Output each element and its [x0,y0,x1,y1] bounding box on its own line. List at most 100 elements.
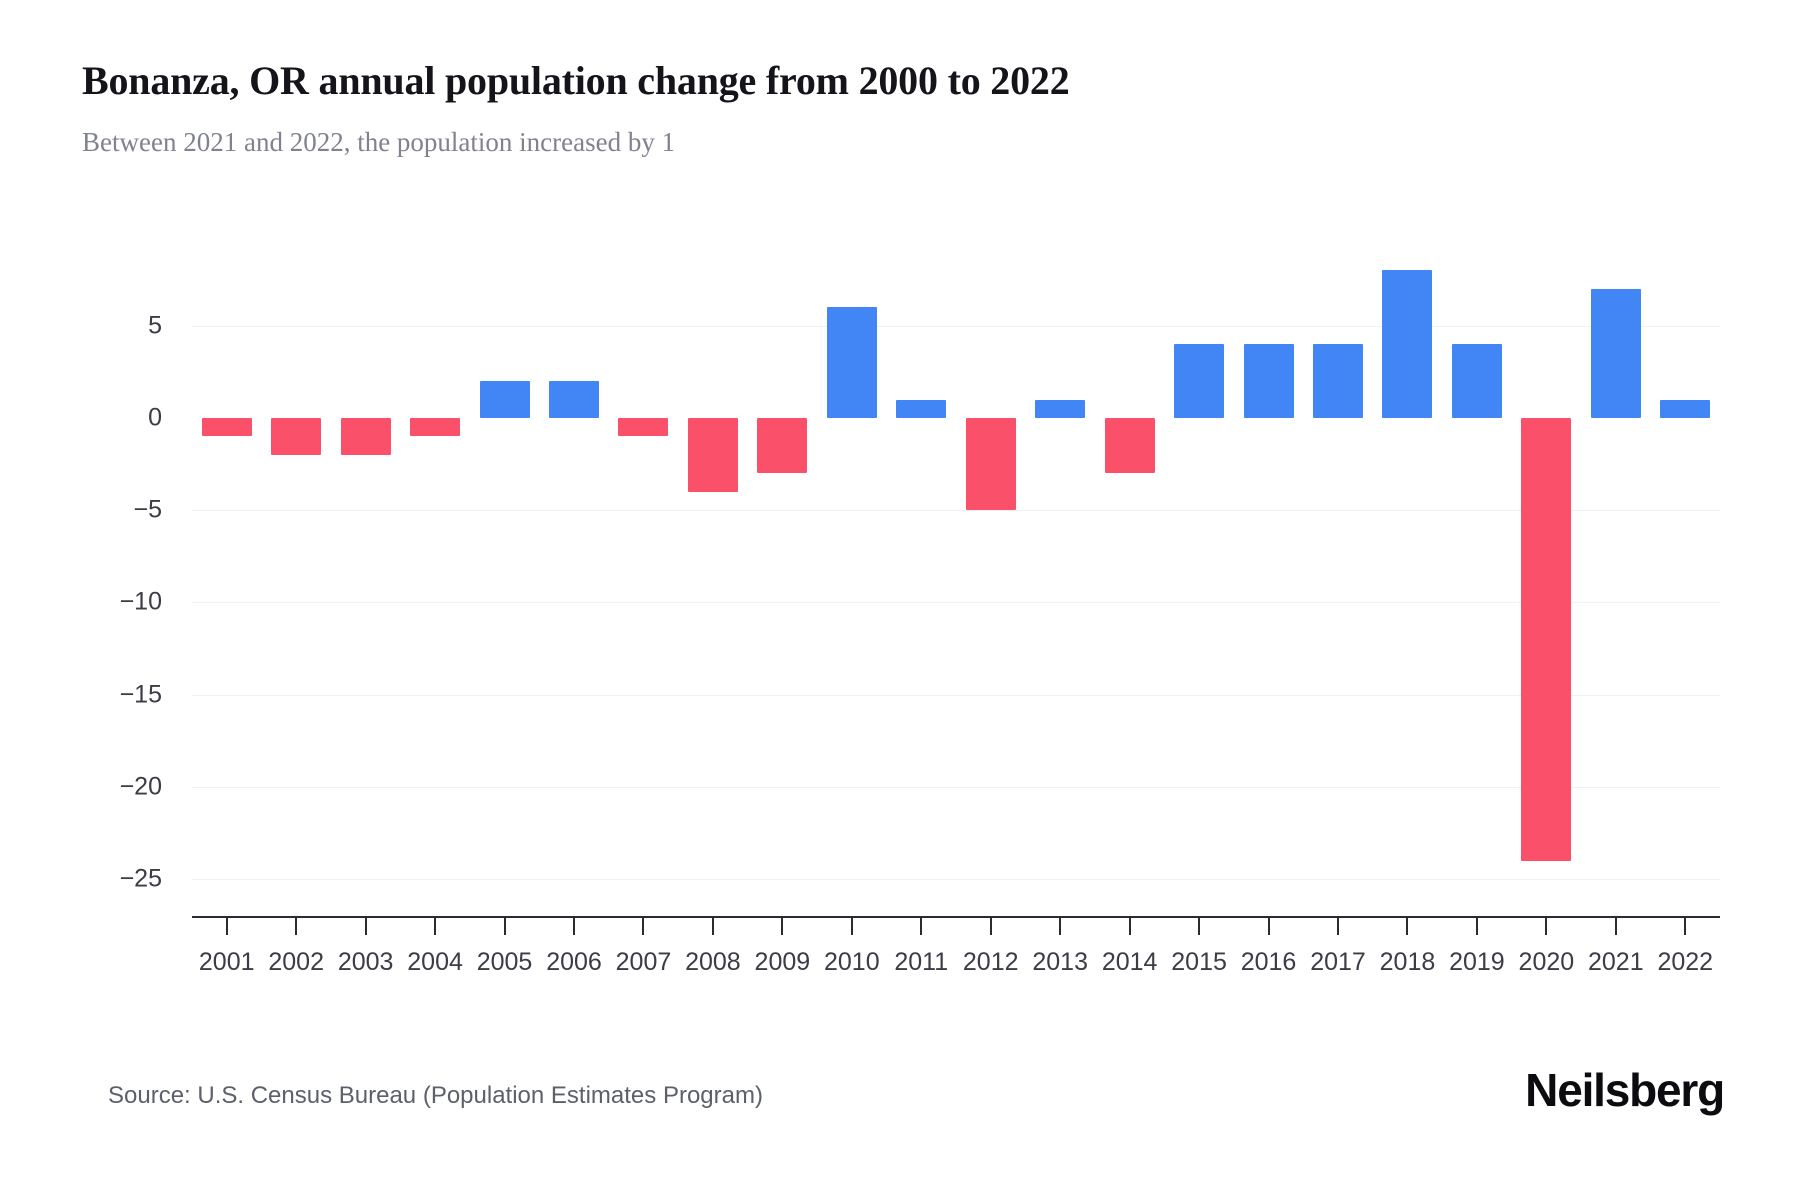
y-tick-label: 0 [148,403,162,432]
x-tick-label: 2003 [337,948,394,976]
x-tick-label: 2005 [476,948,533,976]
x-tick-mark [295,918,298,935]
x-tick-label: 2009 [754,948,811,976]
bar-2021[interactable] [1590,288,1641,418]
bar-2014[interactable] [1104,418,1155,474]
x-tick-mark [1614,918,1617,935]
x-tick-label: 2018 [1379,948,1436,976]
gridline--20 [192,786,1720,788]
bar-2020[interactable] [1521,418,1572,861]
x-tick-label: 2021 [1588,948,1644,976]
bar-slot [192,252,261,916]
bar-2001[interactable] [201,418,252,437]
x-tick-mark [1545,918,1548,935]
x-tick-mark [1406,918,1409,935]
bar-slot [956,252,1025,916]
bar-2006[interactable] [548,381,599,418]
page-title: Bonanza, OR annual population change fro… [82,58,1070,103]
bar-slot [609,252,678,916]
gridline--5 [192,510,1720,512]
x-tick-label: 2016 [1240,948,1297,976]
gridline-5 [192,325,1720,327]
bar-2004[interactable] [410,418,461,437]
x-tick-mark [225,918,228,935]
bar-slot [1025,252,1094,916]
x-tick-label: 2002 [268,948,324,976]
gridline--15 [192,694,1720,696]
bar-slot [1442,252,1511,916]
bar-2019[interactable] [1451,344,1502,418]
x-tick-mark [503,918,506,935]
bar-2013[interactable] [1035,399,1086,418]
bar-slot [1373,252,1442,916]
bar-slot [1512,252,1581,916]
x-tick-label: 2022 [1657,948,1714,976]
x-tick-mark [434,918,437,935]
bar-2015[interactable] [1174,344,1225,418]
bar-slot [1164,252,1233,916]
x-tick-label: 2010 [824,948,880,976]
y-tick-label: −5 [133,495,162,524]
bar-slot [678,252,747,916]
bar-series [192,252,1720,916]
bar-slot [331,252,400,916]
bar-slot [1303,252,1372,916]
bar-slot [539,252,608,916]
bar-slot [470,252,539,916]
x-tick-mark [1128,918,1131,935]
bar-slot [1234,252,1303,916]
x-tick-label: 2011 [894,948,949,976]
x-tick-mark [1684,918,1687,935]
x-tick-label: 2013 [1032,948,1088,976]
x-tick-label: 2017 [1310,948,1366,976]
bar-2011[interactable] [896,399,947,418]
x-tick-label: 2001 [198,948,255,976]
bar-2018[interactable] [1382,270,1433,418]
bar-slot [817,252,886,916]
chart-subtitle: Between 2021 and 2022, the population in… [82,127,676,157]
gridline--25 [192,879,1720,881]
x-tick-mark [989,918,992,935]
y-tick-label: −15 [119,680,162,709]
bar-2012[interactable] [965,418,1016,511]
x-tick-label: 2012 [962,948,1019,976]
y-tick-label: −25 [119,864,162,893]
bar-2007[interactable] [618,418,669,437]
x-tick-label: 2004 [407,948,463,976]
x-tick-mark [711,918,714,935]
x-tick-mark [781,918,784,935]
bar-2010[interactable] [826,307,877,418]
x-tick-mark [364,918,367,935]
x-axis-line [192,916,1720,918]
bar-2003[interactable] [340,418,391,455]
bar-2017[interactable] [1312,344,1363,418]
x-tick-mark [1267,918,1270,935]
bar-2009[interactable] [757,418,808,474]
x-tick-mark [573,918,575,935]
x-tick-mark [920,918,923,935]
source-note: Source: U.S. Census Bureau (Population E… [108,1082,763,1109]
x-tick-label: 2014 [1101,948,1158,976]
y-tick-label: −20 [119,772,162,801]
plot-area [192,252,1720,916]
x-tick-label: 2015 [1171,948,1227,976]
bar-slot [1581,252,1650,916]
x-tick-mark [642,918,645,935]
x-tick-label: 2006 [546,948,602,976]
bar-2005[interactable] [479,381,530,418]
bar-slot [1095,252,1164,916]
bar-slot [1651,252,1720,916]
bar-2002[interactable] [271,418,322,455]
bar-slot [261,252,330,916]
brand-logo: Neilsberg [1525,1064,1725,1116]
bar-2016[interactable] [1243,344,1294,418]
x-tick-label: 2020 [1518,948,1575,976]
bar-slot [748,252,817,916]
x-tick-label: 2008 [685,948,741,976]
chart-plot: 5 0 −5 −10 −15 −20 −25 [0,228,1800,928]
bar-2008[interactable] [687,418,738,492]
x-tick-label: 2019 [1449,948,1505,976]
bar-2022[interactable] [1660,399,1711,418]
x-tick-mark [850,918,853,935]
